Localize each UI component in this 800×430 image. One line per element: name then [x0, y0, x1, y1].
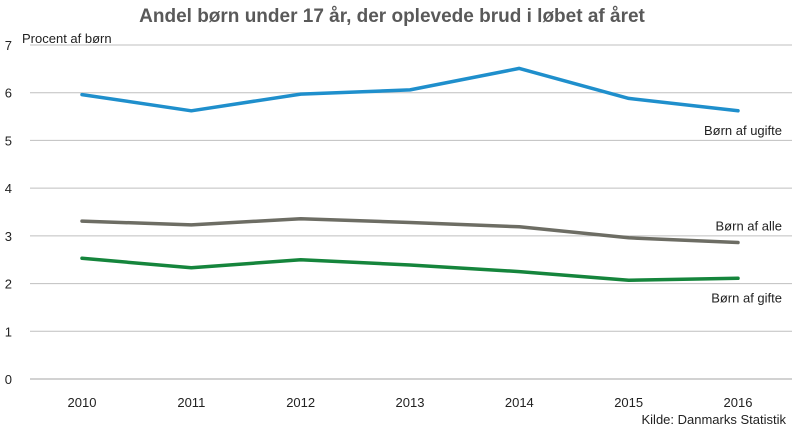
x-tick-label-2011: 2011: [177, 395, 205, 410]
series-line-1: [80, 66, 740, 113]
x-tick-label-2012: 2012: [286, 395, 315, 410]
x-tick-label-2010: 2010: [68, 395, 97, 410]
y-tick-label-3: 3: [5, 229, 12, 244]
series-label-3: Børn af gifte: [711, 290, 782, 305]
y-tick-label-1: 1: [5, 324, 12, 339]
series-line-3: [80, 256, 740, 282]
y-tick-label-5: 5: [5, 133, 12, 148]
series-labels: Børn af ugifte Børn af alle Børn af gifte: [704, 123, 782, 305]
y-tick-label-6: 6: [5, 86, 12, 101]
y-axis-label: Procent af børn: [22, 31, 112, 46]
y-ticks: 0 1 2 3 4 5 6 7: [5, 38, 12, 387]
gridlines: [30, 44, 792, 380]
series-line-2: [80, 216, 740, 245]
series-lines: [80, 66, 740, 282]
x-ticks: 2010 2011 2012 2013 2014 2015 2016: [68, 395, 753, 410]
y-tick-label-4: 4: [5, 181, 12, 196]
x-tick-label-2016: 2016: [724, 395, 753, 410]
y-tick-label-0: 0: [5, 372, 12, 387]
series-label-2: Børn af alle: [716, 219, 782, 234]
y-tick-label-7: 7: [5, 38, 12, 53]
x-tick-label-2013: 2013: [396, 395, 425, 410]
series-label-1: Børn af ugifte: [704, 123, 782, 138]
x-tick-label-2014: 2014: [505, 395, 534, 410]
source-note: Kilde: Danmarks Statistik: [642, 412, 787, 427]
y-tick-label-2: 2: [5, 277, 12, 292]
x-tick-label-2015: 2015: [614, 395, 643, 410]
chart-title: Andel børn under 17 år, der oplevede bru…: [139, 6, 645, 27]
